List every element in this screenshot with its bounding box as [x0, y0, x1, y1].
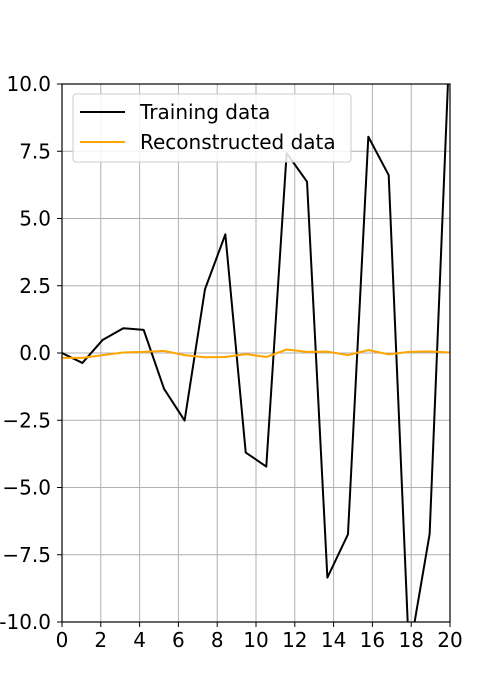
- y-tick-label: 10.0: [6, 72, 51, 96]
- x-tick-label: 4: [133, 628, 146, 652]
- y-tick-label: −7.5: [2, 543, 51, 567]
- x-tick-label: 18: [398, 628, 423, 652]
- x-tick-label: 8: [211, 628, 224, 652]
- series-line-training-data: [62, 84, 449, 622]
- x-tick-label: 20: [437, 628, 462, 652]
- y-tick-label: 0.0: [19, 341, 51, 365]
- x-tick-label: 0: [56, 628, 69, 652]
- y-tick-label: −2.5: [2, 408, 51, 432]
- x-axis-tick-labels: 0 2 4 6 8 10 12 14 16 18 20: [56, 628, 463, 652]
- y-tick-label: 5.0: [19, 207, 51, 231]
- x-tick-label: 10: [243, 628, 268, 652]
- y-tick-label: −5.0: [2, 476, 51, 500]
- legend-box: [72, 93, 352, 163]
- x-tick-label: 12: [282, 628, 307, 652]
- series-line-reconstructed-data: [62, 348, 450, 359]
- axis-ticks: [57, 83, 451, 627]
- series-lines: [62, 84, 450, 622]
- y-tick-label: 7.5: [19, 139, 51, 163]
- x-tick-label: 16: [360, 628, 385, 652]
- y-axis-tick-labels: -10.0 −7.5 −5.0 −2.5 0.0 2.5 5.0 7.5 10.0: [0, 72, 51, 634]
- legend: Training data Reconstructed data: [72, 93, 352, 163]
- legend-label-reconstructed-data: Reconstructed data: [140, 130, 336, 154]
- x-tick-label: 6: [172, 628, 185, 652]
- x-tick-label: 14: [321, 628, 346, 652]
- y-tick-label: 2.5: [19, 274, 51, 298]
- x-tick-label: 2: [94, 628, 107, 652]
- legend-label-training-data: Training data: [139, 100, 270, 124]
- y-tick-label: -10.0: [0, 610, 51, 634]
